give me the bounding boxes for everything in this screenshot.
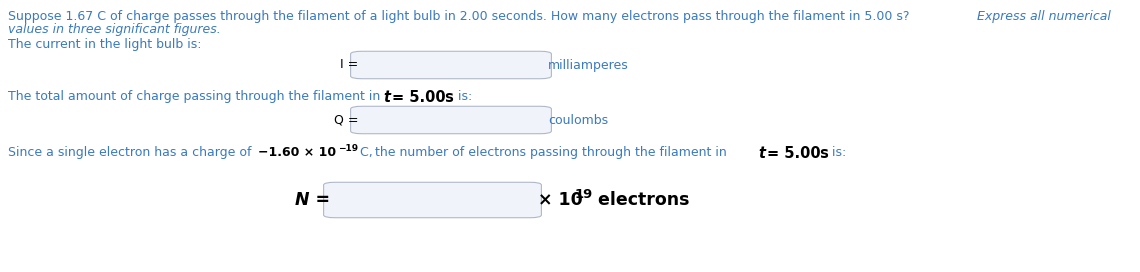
Text: s: s [440, 90, 454, 105]
Text: is:: is: [454, 90, 472, 103]
Text: Q =: Q = [334, 113, 358, 126]
Text: Express all numerical: Express all numerical [977, 10, 1110, 23]
Text: N =: N = [295, 191, 329, 209]
Text: s: s [815, 146, 829, 161]
Text: I =: I = [340, 58, 358, 72]
Text: Suppose 1.67 C of charge passes through the filament of a light bulb in 2.00 sec: Suppose 1.67 C of charge passes through … [8, 10, 913, 23]
Text: t: t [758, 146, 765, 161]
Text: milliamperes: milliamperes [548, 58, 629, 72]
Text: −19: −19 [337, 144, 358, 153]
Text: the number of electrons passing through the filament in: the number of electrons passing through … [370, 146, 731, 159]
Text: coulombs: coulombs [548, 113, 608, 126]
Text: The total amount of charge passing through the filament in: The total amount of charge passing throu… [8, 90, 384, 103]
Text: C,: C, [356, 146, 373, 159]
Text: Since a single electron has a charge of: Since a single electron has a charge of [8, 146, 255, 159]
Text: = 5.00: = 5.00 [767, 146, 821, 161]
Text: is:: is: [828, 146, 846, 159]
Text: = 5.00: = 5.00 [392, 90, 446, 105]
Text: −1.60 × 10: −1.60 × 10 [258, 146, 336, 159]
Text: 19: 19 [575, 187, 593, 200]
Text: × 10: × 10 [538, 191, 583, 209]
Text: The current in the light bulb is:: The current in the light bulb is: [8, 38, 202, 51]
Text: values in three significant figures.: values in three significant figures. [8, 23, 221, 36]
Text: electrons: electrons [592, 191, 690, 209]
Text: t: t [383, 90, 390, 105]
